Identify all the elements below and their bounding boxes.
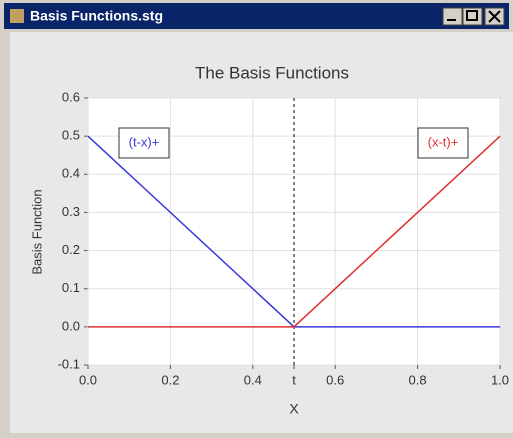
y-tick-label: 0.3 [62,204,80,219]
x-tick-label: 0.4 [244,372,262,387]
x-tick-label: 0.0 [79,372,97,387]
x-tick-label: 0.8 [409,372,427,387]
y-tick-label: 0.5 [62,128,80,143]
page: Basis Functions.stg The Basis Functions … [0,0,513,433]
y-tick-label: 0.6 [62,89,80,104]
x-tick-label: 0.2 [161,372,179,387]
y-tick-label: 0.4 [62,166,80,181]
chart-title: The Basis Functions [195,63,349,82]
x-tick-label: t [292,372,296,387]
y-tick-label: 0.2 [62,242,80,257]
window-title: Basis Functions.stg [30,8,163,24]
y-tick-label: -0.1 [58,356,80,371]
minimize-button[interactable] [443,8,462,25]
legend-label: (x-t)+ [428,134,459,149]
y-tick-label: 0.0 [62,318,80,333]
y-tick-label: 0.1 [62,280,80,295]
x-tick-label: 0.6 [326,372,344,387]
window-buttons[interactable] [443,8,504,25]
y-axis-label: Basis Function [29,189,44,274]
app-icon [10,9,24,23]
window: Basis Functions.stg The Basis Functions … [0,0,513,433]
x-axis-label: X [289,401,299,417]
x-tick-label: 1.0 [491,372,509,387]
legend-label: (t-x)+ [129,134,160,149]
